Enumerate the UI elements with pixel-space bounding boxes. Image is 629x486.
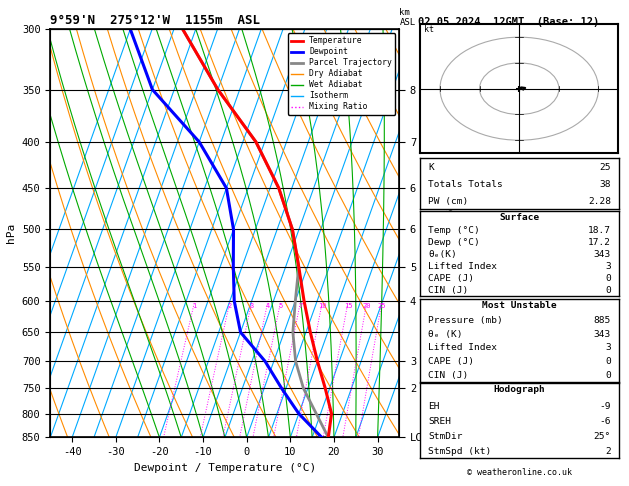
- Text: θₑ (K): θₑ (K): [428, 330, 462, 339]
- Text: Mixing Ratio (g/kg): Mixing Ratio (g/kg): [445, 182, 454, 284]
- Text: 15: 15: [344, 303, 352, 309]
- Text: 9°59'N  275°12'W  1155m  ASL: 9°59'N 275°12'W 1155m ASL: [50, 14, 260, 27]
- Text: CIN (J): CIN (J): [428, 371, 469, 380]
- Text: 2: 2: [228, 303, 232, 309]
- Text: PW (cm): PW (cm): [428, 197, 469, 206]
- Legend: Temperature, Dewpoint, Parcel Trajectory, Dry Adiabat, Wet Adiabat, Isotherm, Mi: Temperature, Dewpoint, Parcel Trajectory…: [287, 33, 396, 115]
- Y-axis label: hPa: hPa: [6, 223, 16, 243]
- Text: Hodograph: Hodograph: [494, 385, 545, 394]
- Text: 0: 0: [605, 286, 611, 295]
- Text: Temp (°C): Temp (°C): [428, 226, 480, 235]
- Text: Surface: Surface: [499, 213, 540, 222]
- Text: 3: 3: [250, 303, 254, 309]
- Text: 3: 3: [605, 343, 611, 352]
- Text: 2: 2: [605, 447, 611, 455]
- Text: 0: 0: [605, 274, 611, 283]
- Text: km
ASL: km ASL: [399, 8, 416, 27]
- Text: EH: EH: [428, 402, 440, 411]
- Text: -6: -6: [599, 417, 611, 426]
- Text: 38: 38: [599, 180, 611, 189]
- Text: K: K: [428, 163, 434, 172]
- Text: 25: 25: [378, 303, 386, 309]
- Text: Most Unstable: Most Unstable: [482, 300, 557, 310]
- Text: kt: kt: [424, 25, 434, 34]
- Text: 2.28: 2.28: [588, 197, 611, 206]
- Text: 5: 5: [279, 303, 283, 309]
- Text: 4: 4: [266, 303, 270, 309]
- Text: CIN (J): CIN (J): [428, 286, 469, 295]
- Text: CAPE (J): CAPE (J): [428, 357, 474, 366]
- Text: SREH: SREH: [428, 417, 451, 426]
- Text: StmDir: StmDir: [428, 432, 462, 441]
- Text: Dewp (°C): Dewp (°C): [428, 238, 480, 247]
- Text: 343: 343: [594, 250, 611, 259]
- X-axis label: Dewpoint / Temperature (°C): Dewpoint / Temperature (°C): [134, 463, 316, 473]
- Text: 0: 0: [605, 357, 611, 366]
- Text: 20: 20: [363, 303, 371, 309]
- Text: 10: 10: [318, 303, 326, 309]
- Text: θₑ(K): θₑ(K): [428, 250, 457, 259]
- Text: 18.7: 18.7: [588, 226, 611, 235]
- Text: 25: 25: [599, 163, 611, 172]
- Text: 3: 3: [605, 262, 611, 271]
- Text: Lifted Index: Lifted Index: [428, 262, 497, 271]
- Text: 17.2: 17.2: [588, 238, 611, 247]
- Text: Pressure (mb): Pressure (mb): [428, 316, 503, 325]
- Text: 7: 7: [299, 303, 303, 309]
- Text: Totals Totals: Totals Totals: [428, 180, 503, 189]
- Text: 02.05.2024  12GMT  (Base: 12): 02.05.2024 12GMT (Base: 12): [418, 17, 599, 27]
- Text: -9: -9: [599, 402, 611, 411]
- Text: © weatheronline.co.uk: © weatheronline.co.uk: [467, 468, 572, 477]
- Text: 343: 343: [594, 330, 611, 339]
- Text: 1: 1: [192, 303, 197, 309]
- Text: 885: 885: [594, 316, 611, 325]
- Text: Lifted Index: Lifted Index: [428, 343, 497, 352]
- Text: 0: 0: [605, 371, 611, 380]
- Text: 25°: 25°: [594, 432, 611, 441]
- Text: CAPE (J): CAPE (J): [428, 274, 474, 283]
- Text: StmSpd (kt): StmSpd (kt): [428, 447, 491, 455]
